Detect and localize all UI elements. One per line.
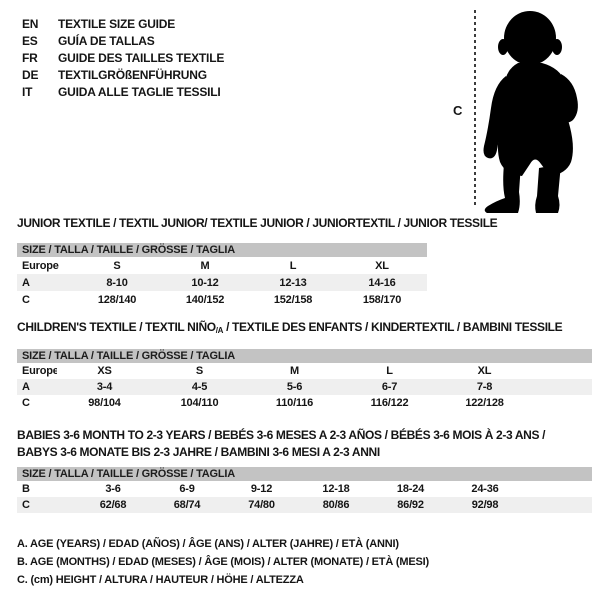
table-row-age: A 3-4 4-5 5-6 6-7 7-8 (17, 379, 592, 395)
row-label: Europe (22, 365, 57, 377)
row-label: Europe (22, 259, 59, 272)
cell: XL (375, 259, 389, 272)
filler-cell (532, 379, 592, 395)
cell: 68/74 (173, 499, 201, 511)
cell: 86/92 (397, 499, 424, 511)
lang-code: EN (22, 17, 39, 31)
junior-size-table: Europe S M L XL A 8-10 10-12 12-13 14-16… (17, 257, 427, 308)
lang-label: GUÍA DE TALLAS (58, 34, 155, 48)
cell: 74/80 (248, 499, 275, 511)
table-row-months: B 3-6 6-9 9-12 12-18 18-24 24-36 (17, 481, 592, 497)
row-label: C (22, 293, 30, 306)
row-label: A (22, 276, 30, 289)
cell: S (195, 365, 204, 377)
cell: 6-7 (381, 381, 398, 393)
cell: 3-4 (96, 381, 113, 393)
cell: 24-36 (471, 483, 499, 495)
lang-label: TEXTILE SIZE GUIDE (58, 17, 176, 31)
babies-size-table: B 3-6 6-9 9-12 12-18 18-24 24-36 C 62/68… (17, 481, 592, 513)
lang-row-it: IT GUIDA ALLE TAGLIE TESSILI (22, 84, 224, 101)
lang-label: TEXTILGRÖßENFÜHRUNG (58, 68, 207, 82)
cell: 80/86 (322, 499, 350, 511)
cell: 128/140 (97, 293, 137, 306)
lang-code: DE (22, 68, 39, 82)
children-title-pre: CHILDREN'S TEXTILE / TEXTIL NIÑO (17, 320, 216, 334)
babies-title-line2: BABYS 3-6 MONATE BIS 2-3 JAHRE / BAMBINI… (17, 445, 380, 459)
lang-row-de: DE TEXTILGRÖßENFÜHRUNG (22, 67, 224, 84)
babies-size-header-bar: SIZE / TALLA / TAILLE / GRÖSSE / TAGLIA (17, 467, 592, 481)
cell: 9-12 (250, 483, 273, 495)
cell: XL (477, 365, 492, 377)
footnotes: A. AGE (YEARS) / EDAD (AÑOS) / ÂGE (ANS)… (17, 535, 429, 589)
children-title-subscript: /A (215, 326, 224, 335)
cell: 4-5 (191, 381, 208, 393)
table-row-europe: Europe XS S M L XL (17, 363, 592, 379)
filler-cell (532, 395, 592, 411)
row-label: B (22, 483, 30, 495)
row-label: A (22, 381, 30, 393)
junior-size-header-bar: SIZE / TALLA / TAILLE / GRÖSSE / TAGLIA (17, 243, 427, 257)
height-measure-label: C (453, 103, 463, 118)
cell: 158/170 (362, 293, 402, 306)
lang-row-fr: FR GUIDE DES TAILLES TEXTILE (22, 50, 224, 67)
cell: M (290, 365, 299, 377)
cell: 152/158 (273, 293, 313, 306)
height-measure-dotted-line (474, 10, 476, 207)
cell: 14-16 (368, 276, 396, 289)
cell: 7-8 (476, 381, 493, 393)
lang-label: GUIDE DES TAILLES TEXTILE (58, 51, 225, 65)
cell: 92/98 (471, 499, 499, 511)
filler-cell (522, 497, 592, 513)
toddler-silhouette (483, 11, 578, 213)
children-title-post: / TEXTILE DES ENFANTS / KINDERTEXTIL / B… (223, 320, 563, 334)
cell: 116/122 (370, 397, 409, 409)
cell: M (200, 259, 210, 272)
lang-row-en: EN TEXTILE SIZE GUIDE (22, 16, 224, 33)
table-row-europe: Europe S M L XL (17, 257, 427, 274)
cell: 18-24 (396, 483, 425, 495)
footnote-a: A. AGE (YEARS) / EDAD (AÑOS) / ÂGE (ANS)… (17, 538, 399, 550)
cell: 122/128 (465, 397, 504, 409)
lang-code: ES (22, 34, 38, 48)
cell: L (289, 259, 297, 272)
cell: L (386, 365, 393, 377)
footnote-c: C. (cm) HEIGHT / ALTURA / HAUTEUR / HÖHE… (17, 574, 304, 586)
junior-table-title: JUNIOR TEXTILE / TEXTIL JUNIOR/ TEXTILE … (17, 216, 498, 230)
lang-code: FR (22, 51, 38, 65)
cell: XS (97, 365, 112, 377)
cell: 104/110 (180, 397, 219, 409)
table-row-height: C 128/140 140/152 152/158 158/170 (17, 291, 427, 308)
cell: S (113, 259, 121, 272)
row-label: C (22, 499, 30, 511)
cell: 3-6 (105, 483, 121, 495)
cell: 10-12 (191, 276, 219, 289)
lang-row-es: ES GUÍA DE TALLAS (22, 33, 224, 50)
lang-code: IT (22, 85, 33, 99)
filler-cell (532, 363, 592, 379)
cell: 8-10 (106, 276, 128, 289)
babies-table-title: BABIES 3-6 MONTH TO 2-3 YEARS / BEBÉS 3-… (17, 427, 545, 461)
cell: 98/104 (88, 397, 121, 409)
language-header: EN TEXTILE SIZE GUIDE ES GUÍA DE TALLAS … (22, 16, 224, 101)
cell: 140/152 (185, 293, 225, 306)
table-row-age: A 8-10 10-12 12-13 14-16 (17, 274, 427, 291)
cell: 5-6 (286, 381, 303, 393)
cell: 110/116 (275, 397, 314, 409)
cell: 6-9 (179, 483, 195, 495)
babies-title-line1: BABIES 3-6 MONTH TO 2-3 YEARS / BEBÉS 3-… (17, 428, 546, 442)
children-size-table: Europe XS S M L XL A 3-4 4-5 5-6 6-7 7-8… (17, 363, 592, 411)
lang-label: GUIDA ALLE TAGLIE TESSILI (58, 85, 221, 99)
filler-cell (522, 481, 592, 497)
children-size-header-bar: SIZE / TALLA / TAILLE / GRÖSSE / TAGLIA (17, 349, 592, 363)
cell: 62/68 (99, 499, 127, 511)
table-row-height: C 98/104 104/110 110/116 116/122 122/128 (17, 395, 592, 411)
footnote-b: B. AGE (MONTHS) / EDAD (MESES) / ÂGE (MO… (17, 556, 429, 568)
children-table-title: CHILDREN'S TEXTILE / TEXTIL NIÑO/A / TEX… (17, 320, 563, 335)
table-row-height: C 62/68 68/74 74/80 80/86 86/92 92/98 (17, 497, 592, 513)
row-label: C (22, 397, 30, 409)
cell: 12-13 (279, 276, 307, 289)
cell: 12-18 (322, 483, 350, 495)
